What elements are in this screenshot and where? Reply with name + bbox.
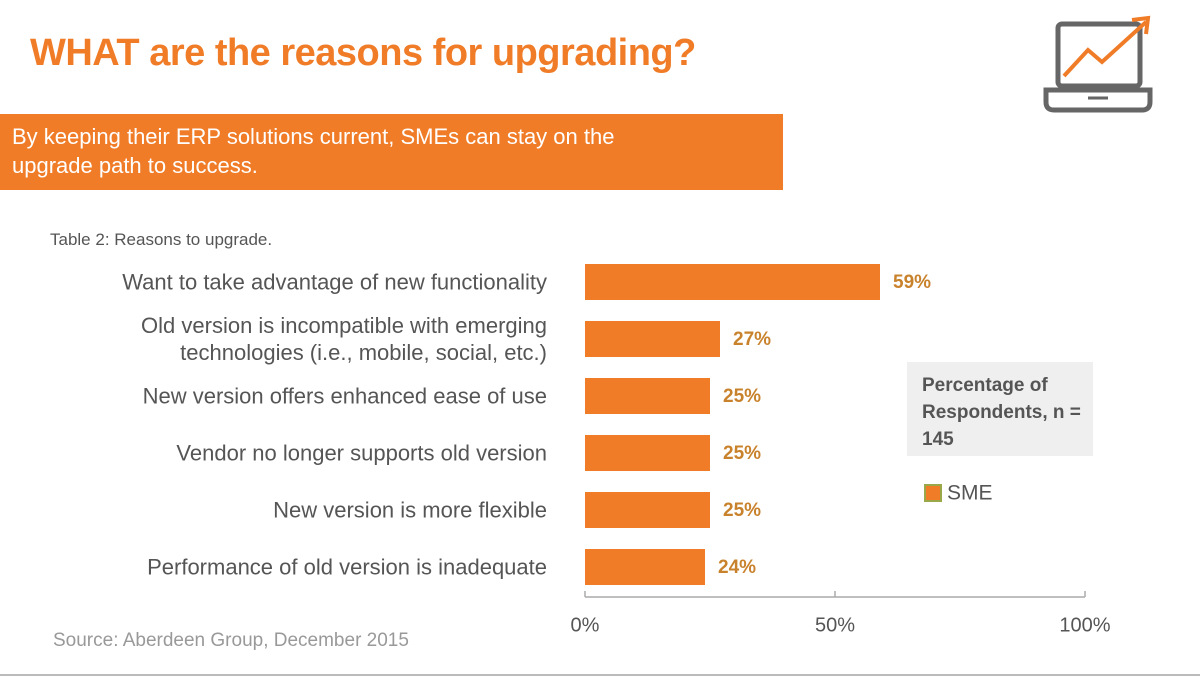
bar	[585, 321, 720, 357]
legend-label: SME	[947, 482, 993, 505]
category-label: Old version is incompatible with emergin…	[141, 313, 547, 365]
caption: Table 2: Reasons to upgrade.	[50, 230, 273, 249]
value-label: 25%	[723, 443, 761, 464]
value-label: 24%	[718, 557, 756, 578]
bar	[585, 492, 710, 528]
title: WHAT are the reasons for upgrading?	[30, 32, 696, 74]
x-tick-label: 50%	[815, 614, 855, 636]
x-tick-label: 0%	[571, 614, 600, 636]
value-label: 27%	[733, 329, 771, 350]
laptop-base	[1043, 87, 1153, 113]
subtitle: By keeping their ERP solutions current, …	[12, 124, 615, 178]
trend-arrow	[1062, 20, 1148, 78]
bar	[585, 264, 880, 300]
category-label: Performance of old version is inadequate	[147, 554, 547, 580]
category-label: New version is more flexible	[273, 497, 547, 523]
category-label: Want to take advantage of new functional…	[122, 269, 547, 295]
x-tick-label: 100%	[1059, 614, 1110, 636]
bar	[585, 549, 705, 585]
bar	[585, 435, 710, 471]
source: Source: Aberdeen Group, December 2015	[53, 630, 409, 651]
value-label: 59%	[893, 272, 931, 293]
bar	[585, 378, 710, 414]
legend-swatch	[924, 484, 942, 502]
category-label: Vendor no longer supports old version	[176, 440, 547, 466]
legend-box: Percentage of Respondents, n = 145	[907, 362, 1093, 456]
banner: By keeping their ERP solutions current, …	[0, 114, 783, 190]
laptop-icon	[1043, 15, 1153, 113]
laptop-screen	[1055, 21, 1143, 89]
value-label: 25%	[723, 386, 761, 407]
category-label: New version offers enhanced ease of use	[142, 383, 547, 409]
legend-title: Percentage of Respondents, n = 145	[922, 375, 1081, 450]
value-label: 25%	[723, 500, 761, 521]
trend-arrowhead	[1131, 15, 1151, 35]
